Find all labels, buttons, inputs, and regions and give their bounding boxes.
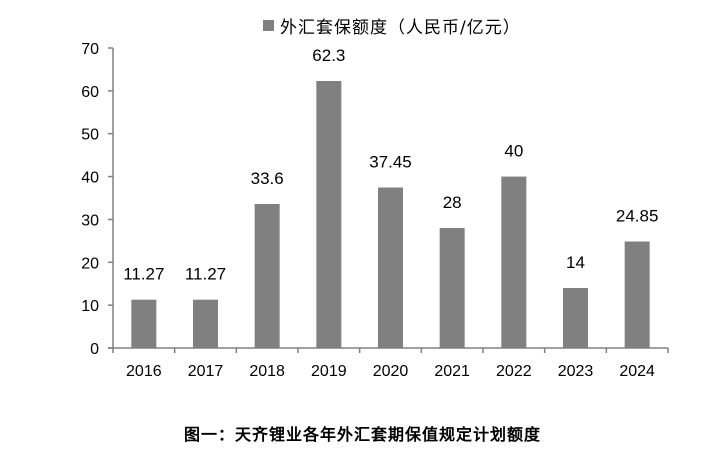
data-label: 33.6	[251, 169, 284, 188]
x-tick-label: 2017	[188, 363, 224, 380]
x-tick-label: 2018	[249, 363, 285, 380]
y-tick-label: 0	[90, 341, 99, 358]
data-label: 24.85	[616, 207, 659, 226]
x-tick-label: 2023	[558, 363, 594, 380]
x-tick-label: 2021	[434, 363, 470, 380]
chart-legend: 外汇套保额度（人民币/亿元）	[263, 13, 521, 38]
data-label: 28	[443, 193, 462, 212]
bar	[624, 241, 650, 348]
y-tick-label: 70	[81, 41, 99, 58]
bar	[316, 81, 342, 348]
y-axis: 0 10 20 30 40 50 60 70	[81, 41, 114, 358]
y-tick-label: 50	[81, 127, 99, 144]
y-tick-label: 10	[81, 298, 99, 315]
data-label: 40	[504, 142, 523, 161]
y-tick-label: 40	[81, 170, 99, 187]
y-tick-label: 60	[81, 84, 99, 101]
x-tick-label: 2016	[126, 363, 162, 380]
legend-label: 外汇套保额度（人民币/亿元）	[280, 17, 521, 38]
data-label: 11.27	[185, 265, 226, 284]
bar	[378, 187, 403, 348]
data-label: 11.27	[123, 265, 164, 284]
y-tick-label: 30	[81, 212, 99, 229]
bar	[193, 299, 218, 348]
x-axis: 2016 2017 2018 2019 2020 2021 2022 2023 2024	[108, 347, 669, 380]
bar	[131, 299, 157, 348]
bar	[439, 228, 465, 348]
bar	[254, 204, 280, 348]
data-label: 14	[566, 253, 585, 272]
chart-caption: 图一：天齐锂业各年外汇套期保值规定计划额度	[183, 425, 541, 444]
bar-series	[131, 81, 650, 348]
bar	[501, 176, 527, 348]
x-tick-label: 2022	[496, 363, 532, 380]
y-tick-label: 20	[81, 255, 99, 272]
x-tick-label: 2024	[619, 363, 655, 380]
data-label: 62.3	[312, 46, 345, 65]
legend-swatch-icon	[263, 19, 274, 31]
x-tick-label: 2020	[373, 363, 409, 380]
data-labels: 11.27 11.27 33.6 62.3 37.45 28 40 14 24.85	[123, 46, 658, 284]
x-tick-label: 2019	[311, 363, 347, 380]
data-label: 37.45	[369, 153, 412, 172]
bar	[563, 288, 588, 348]
